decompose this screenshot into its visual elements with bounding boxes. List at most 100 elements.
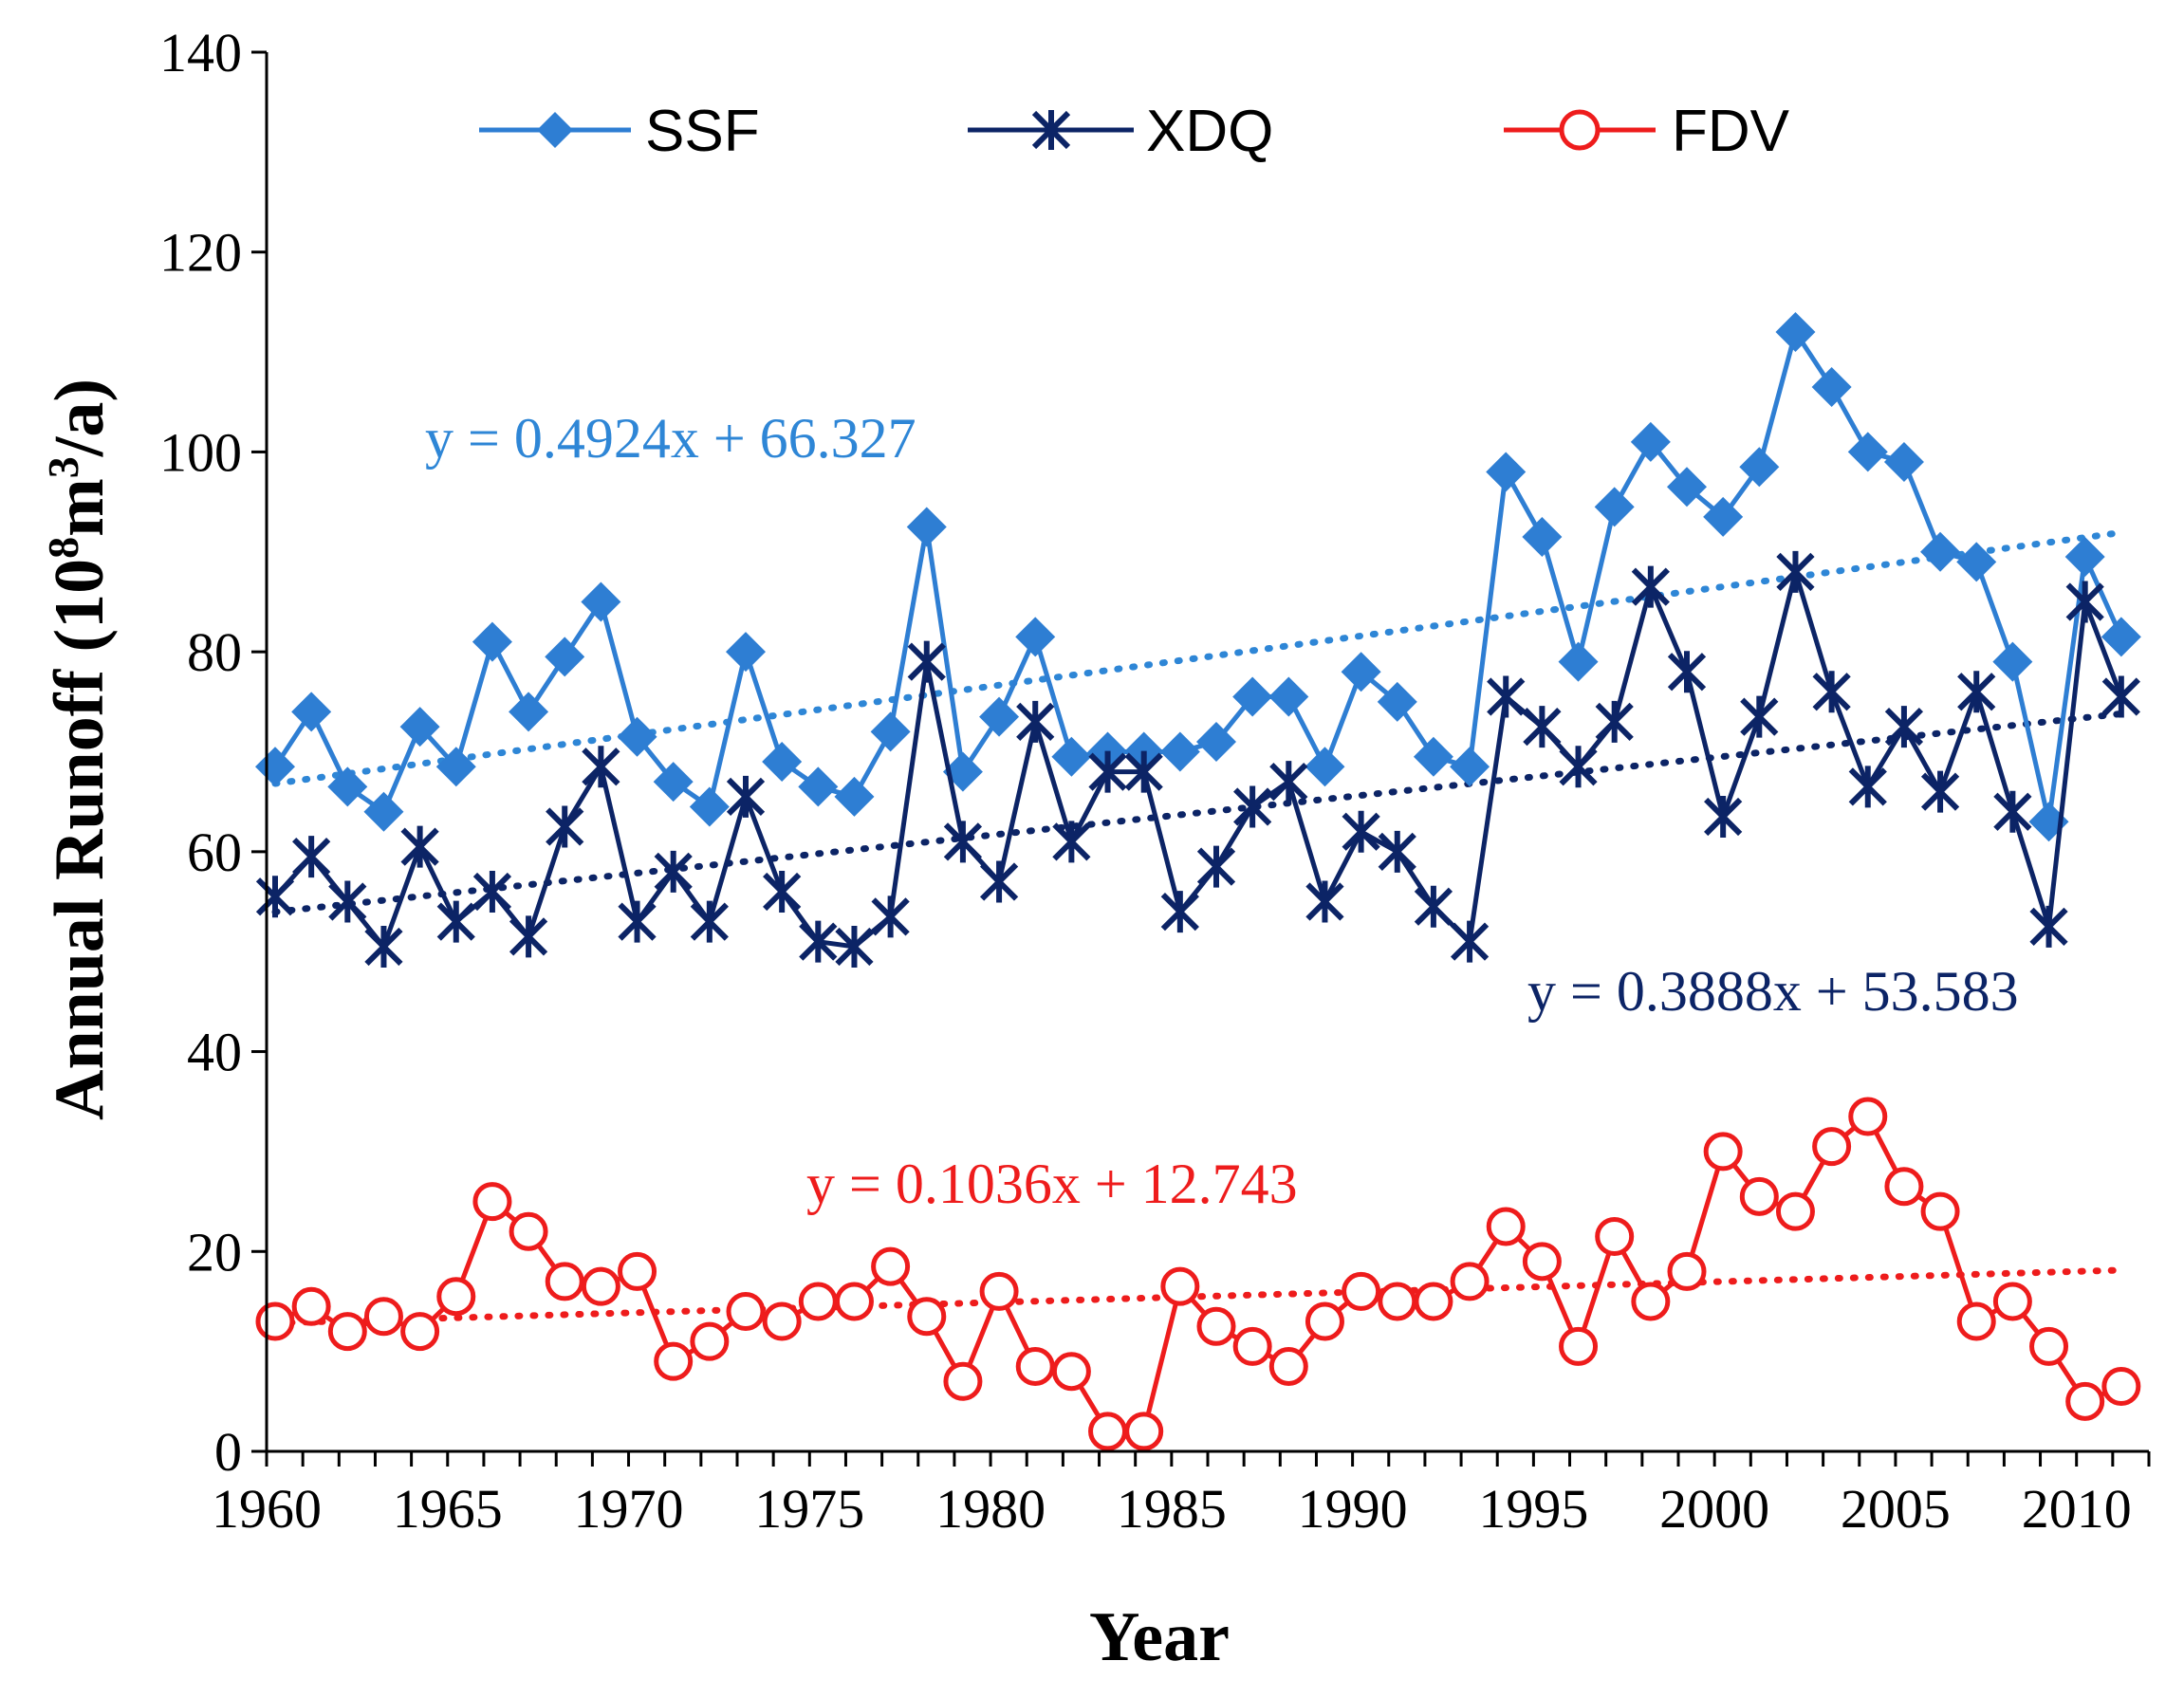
data-point-ssf [1486,452,1527,492]
y-ticks: 0 20 40 60 80 100 120 140 [159,22,267,1483]
data-point-fdv [436,1277,476,1317]
data-point-xdq [763,871,802,913]
data-point-ssf [1703,496,1744,537]
y-tick-label: 140 [159,22,242,83]
series-xdq [255,550,2140,968]
data-point-fdv [1992,1282,2032,1321]
data-point-ssf [327,766,368,807]
data-point-xdq [546,805,584,848]
data-point-xdq [1812,671,1851,713]
data-point-ssf [906,507,947,547]
data-point-ssf [1413,736,1453,777]
data-point-fdv [1088,1412,1128,1451]
data-point-xdq [799,920,838,963]
data-point-ssf [545,637,585,677]
data-point-xdq [364,925,403,968]
data-point-xdq [654,850,693,893]
data-point-fdv [1305,1301,1344,1341]
data-point-ssf [363,791,404,832]
data-point-fdv [762,1301,802,1341]
y-tick-label: 100 [159,421,242,483]
data-point-xdq [1088,750,1127,793]
data-point-ssf [1377,681,1417,722]
legend-fdv-label: FDV [1672,99,1790,164]
trend-line-fdv [271,1266,2125,1327]
data-point-xdq [1160,891,1199,933]
data-point-ssf [1196,721,1236,762]
x-tick-label: 1990 [1298,1478,1408,1540]
data-point-ssf [1739,447,1780,488]
trend-lines [271,528,2125,1327]
data-point-ssf [1920,531,1961,572]
data-point-xdq [2101,675,2140,718]
data-point-fdv [255,1301,295,1341]
data-point-fdv [1450,1262,1490,1301]
data-point-fdv [1051,1352,1091,1392]
data-point-xdq [1884,706,1924,748]
data-point-ssf [509,692,549,732]
legend-item-fdv: FDV [1504,99,1790,164]
legend: SSF XDQ FDV [479,99,1790,164]
legend-ssf-label: SSF [645,99,760,164]
data-point-fdv [1920,1191,1960,1231]
x-tick-label: 2010 [2022,1478,2132,1540]
y-tick-label: 0 [214,1421,242,1483]
data-point-xdq [871,895,910,938]
data-point-fdv [726,1292,766,1331]
data-point-fdv [2065,1381,2105,1421]
x-tick-label: 2005 [1841,1478,1951,1540]
data-point-xdq [943,821,983,863]
data-point-fdv [1268,1346,1308,1386]
data-point-xdq [582,746,620,788]
y-tick-label: 20 [187,1221,242,1283]
data-point-xdq [2029,905,2068,948]
y-tick-label: 120 [159,222,242,284]
data-point-fdv [1160,1266,1200,1306]
data-point-ssf [1956,542,1997,582]
data-point-fdv [1559,1326,1599,1366]
x-tick-label: 1985 [1117,1478,1227,1540]
data-point-fdv [979,1271,1019,1311]
data-point-xdq [2065,581,2104,623]
data-point-xdq [1848,766,1887,808]
data-point-xdq [1559,746,1598,788]
trend-equation-xdq: y = 0.3888x + 53.583 [1527,960,2019,1023]
data-point-xdq [1052,821,1091,863]
trend-equation-ssf: y = 0.4924x + 66.327 [425,407,916,470]
data-point-fdv [581,1266,620,1306]
trend-equation-fdv: y = 0.1036x + 12.743 [806,1153,1298,1215]
data-point-xdq [1269,761,1308,803]
data-point-ssf [834,776,875,817]
data-point-fdv [798,1282,838,1321]
data-point-ssf [1522,516,1563,557]
y-tick-label: 40 [187,1022,242,1083]
data-point-ssf [435,747,476,787]
data-point-xdq [1487,675,1526,718]
data-point-xdq [1414,885,1453,928]
legend-item-ssf: SSF [479,99,760,164]
data-point-fdv [1522,1242,1562,1282]
x-axis-title: Year [1089,1598,1230,1676]
data-point-fdv [2029,1326,2069,1366]
data-point-xdq [1016,700,1055,743]
data-point-fdv [509,1211,548,1251]
data-point-xdq [292,836,331,878]
data-point-ssf [2064,537,2105,578]
data-point-fdv [363,1297,403,1337]
data-point-xdq [1920,770,1960,813]
data-point-xdq [690,900,729,943]
data-point-ssf [726,632,766,673]
data-point-xdq [1595,700,1634,743]
x-tick-label: 1995 [1478,1478,1588,1540]
data-point-ssf [1630,421,1671,462]
data-point-ssf [1015,617,1056,657]
x-ticks: 1960 1965 1970 1975 1980 1985 1990 1995 2000 2005… [212,1451,2151,1540]
x-tick-label: 1980 [935,1478,1046,1540]
data-point-xdq [1523,706,1562,748]
data-point-fdv [1631,1282,1671,1321]
x-tick-label: 1970 [574,1478,684,1540]
legend-xdq-label: XDQ [1146,99,1273,164]
data-point-xdq [1667,651,1707,693]
data-point-ssf [1232,676,1273,717]
data-point-ssf [979,696,1020,737]
